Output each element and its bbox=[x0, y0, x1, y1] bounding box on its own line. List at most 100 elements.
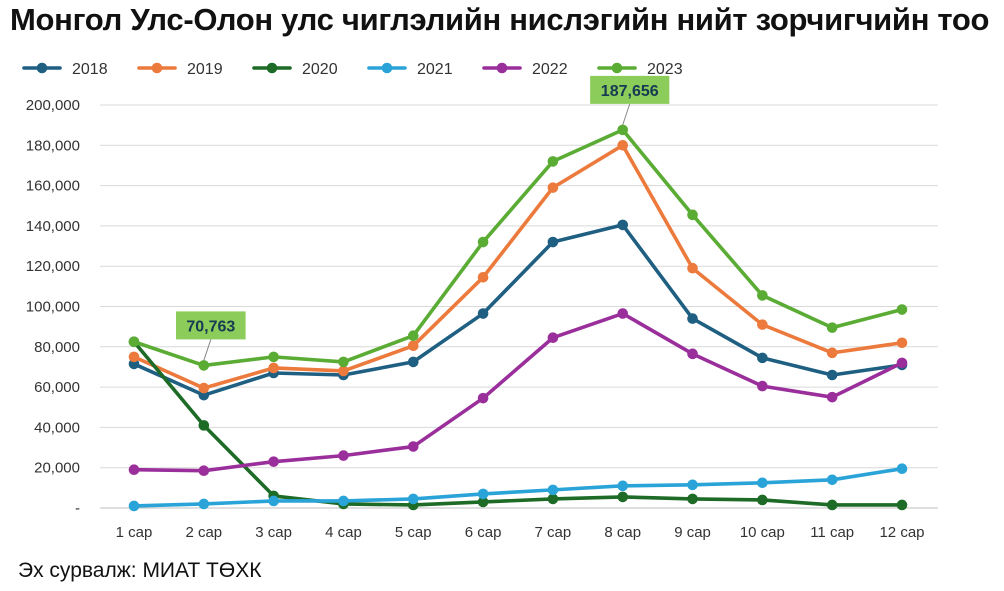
legend-item-2019: 2019 bbox=[137, 61, 223, 78]
data-point bbox=[687, 209, 698, 221]
series-line-2023 bbox=[132, 128, 904, 368]
data-point bbox=[338, 495, 349, 507]
callout-box bbox=[176, 311, 246, 340]
y-tick-label: 120,000 bbox=[26, 258, 80, 275]
x-tick-label: 12 сар bbox=[879, 524, 924, 541]
chart-title: Монгол Улс-Олон улс чиглэлийн нислэгийн … bbox=[10, 2, 990, 37]
data-point bbox=[268, 456, 279, 467]
legend-item-2020: 2020 bbox=[252, 61, 338, 78]
y-axis-ticks: - 20,000 40,000 60,000 80,000 100,000 120,000 1… bbox=[26, 97, 80, 517]
data-point bbox=[477, 488, 489, 500]
data-point bbox=[477, 236, 489, 248]
series-2021 bbox=[128, 463, 908, 512]
callout: 70,763 bbox=[176, 311, 246, 361]
data-point bbox=[198, 382, 210, 394]
callout: 187,656 bbox=[590, 75, 670, 126]
x-tick-label: 9 сар bbox=[674, 524, 711, 541]
legend-label: 2020 bbox=[302, 61, 338, 78]
series-line-2018 bbox=[132, 223, 904, 397]
data-point bbox=[547, 156, 559, 167]
legend-marker bbox=[36, 62, 48, 74]
data-point bbox=[617, 124, 629, 136]
y-tick-label: 20,000 bbox=[34, 460, 80, 477]
data-point bbox=[896, 337, 908, 349]
data-point bbox=[268, 495, 279, 507]
data-point bbox=[407, 493, 419, 505]
x-tick-label: 7 сар bbox=[535, 524, 572, 541]
series-2019 bbox=[128, 140, 908, 394]
y-tick-label: 40,000 bbox=[34, 419, 80, 436]
data-point bbox=[617, 140, 629, 151]
data-point bbox=[757, 380, 768, 392]
legend-marker bbox=[266, 62, 278, 74]
data-point bbox=[128, 336, 140, 348]
data-point bbox=[407, 441, 419, 452]
series-line-2022 bbox=[132, 311, 904, 473]
x-tick-label: 2 сар bbox=[185, 524, 222, 541]
data-point bbox=[687, 348, 698, 360]
callout-leader bbox=[203, 339, 212, 361]
data-point bbox=[617, 480, 629, 492]
data-point bbox=[687, 493, 698, 505]
x-axis-ticks: 1 сар 2 сар 3 сар 4 сар 5 сар 6 сар 7 сар 8 сар… bbox=[116, 524, 925, 541]
data-point bbox=[128, 351, 140, 363]
x-tick-label: 10 сар bbox=[740, 524, 785, 541]
data-point bbox=[338, 365, 349, 377]
data-point bbox=[896, 463, 908, 475]
data-point bbox=[617, 491, 629, 503]
data-point bbox=[687, 262, 698, 274]
y-tick-label: 200,000 bbox=[26, 97, 80, 114]
series-2023 bbox=[128, 124, 908, 371]
legend-marker bbox=[151, 62, 163, 74]
legend-label: 2019 bbox=[187, 61, 223, 78]
data-point bbox=[757, 319, 768, 330]
data-point bbox=[757, 494, 768, 506]
data-point bbox=[407, 356, 419, 368]
data-point bbox=[687, 479, 698, 491]
legend-label: 2021 bbox=[417, 61, 453, 78]
series-2020 bbox=[128, 336, 908, 511]
data-point bbox=[896, 499, 908, 511]
data-point bbox=[757, 477, 768, 489]
data-point bbox=[826, 499, 838, 511]
y-tick-label: 140,000 bbox=[26, 218, 80, 235]
data-point bbox=[338, 356, 349, 368]
series-line-2021 bbox=[132, 466, 904, 508]
data-point bbox=[407, 330, 419, 342]
data-point bbox=[198, 465, 210, 477]
data-point bbox=[757, 290, 768, 301]
y-tick-label: - bbox=[75, 500, 80, 517]
source-note: Эх сурвалж: МИАТ ТӨХК bbox=[18, 559, 262, 582]
data-point bbox=[757, 352, 768, 364]
legend-label: 2023 bbox=[647, 61, 683, 78]
data-point bbox=[128, 500, 140, 512]
data-point bbox=[407, 340, 419, 352]
legend-item-2023: 2023 bbox=[597, 61, 683, 78]
legend-marker bbox=[496, 62, 508, 74]
data-point bbox=[338, 450, 349, 461]
legend-item-2022: 2022 bbox=[482, 61, 568, 78]
data-point bbox=[826, 391, 838, 403]
legend-item-2018: 2018 bbox=[22, 61, 108, 78]
callout-label: 70,763 bbox=[186, 318, 235, 335]
legend-marker bbox=[611, 62, 623, 74]
data-point bbox=[547, 484, 559, 496]
series-line-2019 bbox=[132, 143, 904, 390]
data-point bbox=[617, 219, 629, 231]
x-tick-label: 6 сар bbox=[465, 524, 502, 541]
data-point bbox=[477, 496, 489, 508]
series-2022 bbox=[128, 308, 908, 477]
x-tick-label: 11 сар bbox=[810, 524, 854, 541]
data-point bbox=[617, 308, 629, 319]
y-tick-label: 80,000 bbox=[34, 339, 80, 356]
data-point bbox=[896, 357, 908, 369]
legend-label: 2018 bbox=[72, 61, 108, 78]
y-tick-label: 100,000 bbox=[26, 299, 80, 316]
data-point bbox=[547, 332, 559, 344]
x-tick-label: 8 сар bbox=[604, 524, 641, 541]
y-tick-label: 160,000 bbox=[26, 178, 80, 195]
data-point bbox=[547, 493, 559, 505]
data-point bbox=[896, 304, 908, 315]
series-line-2020 bbox=[132, 339, 904, 507]
data-point bbox=[268, 351, 279, 363]
